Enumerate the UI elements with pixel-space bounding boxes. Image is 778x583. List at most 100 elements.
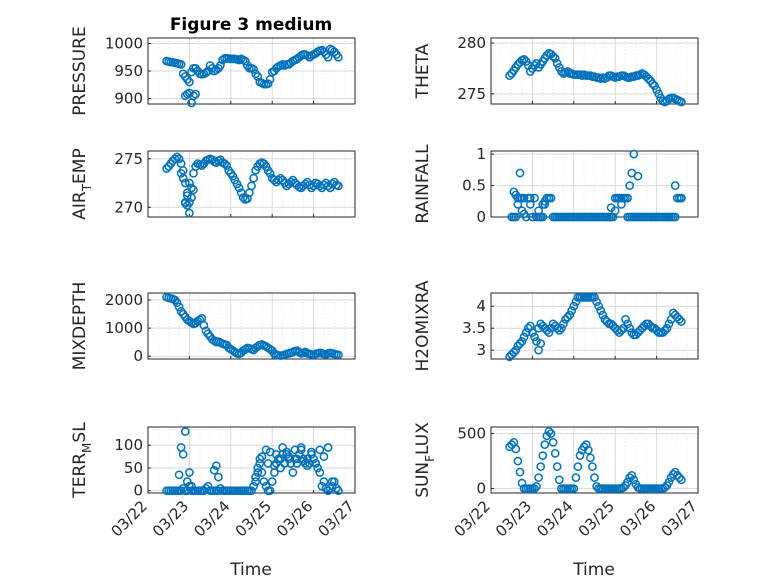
data-point — [557, 323, 566, 333]
data-point — [216, 61, 225, 70]
data-point — [594, 301, 603, 311]
ytick-label: 1000 — [105, 35, 143, 53]
ylabel-main: SUN — [413, 462, 433, 498]
subplot-air-temp: 270 275 AIRTEMP — [70, 148, 356, 220]
data-point — [648, 79, 657, 89]
ytick-label: 950 — [114, 62, 143, 80]
data-point — [334, 52, 343, 62]
data-point — [323, 52, 333, 62]
data-point — [583, 445, 593, 455]
data-point — [172, 298, 182, 308]
data-point — [247, 486, 256, 496]
ylabel-main: RAINFALL — [413, 144, 433, 224]
data-point — [544, 427, 554, 436]
data-point — [548, 438, 558, 447]
data-point — [546, 323, 556, 333]
data-point — [174, 154, 184, 164]
ytick-label: 500 — [457, 425, 486, 443]
ytick-label: 1000 — [105, 319, 143, 337]
ylabel: H2OMIXRA — [413, 280, 433, 371]
data-point — [259, 477, 269, 486]
data-point — [315, 468, 325, 477]
data-point — [588, 462, 597, 471]
data-point — [311, 459, 321, 468]
data-point — [530, 193, 539, 203]
data-point — [590, 473, 599, 482]
data-point — [334, 181, 343, 191]
data-point — [222, 161, 232, 170]
data-point — [536, 462, 546, 471]
data-point — [170, 154, 180, 164]
data-point — [519, 332, 529, 342]
data-point — [249, 481, 258, 491]
data-point — [265, 486, 275, 496]
data-point — [536, 212, 546, 222]
data-point — [617, 326, 626, 335]
data-point — [319, 452, 329, 461]
ylabel-subscript: F — [423, 455, 437, 462]
data-point — [650, 81, 659, 91]
data-point — [209, 465, 219, 475]
data-point — [567, 306, 577, 315]
data-point — [253, 72, 263, 81]
data-point — [677, 317, 686, 326]
data-point — [530, 484, 539, 493]
data-point — [182, 191, 192, 200]
subplot-theta: 275 280 THETA — [413, 34, 699, 107]
data-point — [199, 320, 209, 330]
data-point — [189, 486, 198, 496]
data-point — [332, 484, 341, 493]
axes-box — [147, 292, 356, 360]
data-point — [247, 181, 256, 191]
data-point — [211, 461, 221, 471]
data-point — [201, 68, 211, 78]
data-point — [236, 188, 246, 198]
data-point — [307, 447, 316, 457]
data-point — [214, 486, 223, 496]
data-point — [552, 462, 562, 471]
data-point — [586, 453, 595, 463]
data-point — [528, 212, 537, 222]
axes-box — [147, 150, 356, 218]
ylabel: MIXDEPTH — [70, 282, 90, 371]
data-point — [509, 348, 519, 357]
data-point — [197, 161, 207, 170]
ytick-label: 0 — [476, 480, 486, 498]
data-point — [598, 310, 608, 320]
xlabel-left: Time — [229, 560, 272, 580]
data-point — [296, 443, 306, 452]
ytick-label: 2000 — [105, 291, 143, 309]
ylabel: RAINFALL — [413, 144, 433, 224]
data-point — [187, 193, 196, 202]
data-point — [581, 440, 591, 449]
ytick-label: 270 — [114, 198, 143, 216]
ytick-label: 100 — [114, 436, 143, 454]
data-point — [536, 339, 546, 348]
ytick-label: 280 — [457, 34, 486, 52]
data-point — [249, 173, 258, 183]
data-point — [255, 454, 265, 464]
data-point — [627, 471, 637, 480]
data-point — [214, 472, 223, 482]
data-point — [662, 323, 672, 333]
data-point — [596, 306, 606, 315]
data-point — [303, 51, 312, 60]
ylabel-main: THETA — [413, 43, 433, 99]
data-point — [675, 473, 684, 482]
ytick-label: 1 — [476, 145, 486, 163]
data-point — [234, 183, 244, 193]
data-point — [511, 190, 521, 200]
data-point — [554, 475, 564, 485]
data-point — [334, 350, 343, 360]
data-point — [530, 332, 539, 342]
data-point — [530, 61, 539, 70]
data-point — [544, 328, 554, 337]
ylabel: THETA — [413, 43, 433, 99]
data-point — [660, 483, 670, 492]
data-point — [515, 339, 525, 348]
ylabel-main: AIR — [70, 191, 90, 220]
data-point — [664, 477, 674, 487]
data-point — [592, 297, 601, 307]
data-point — [515, 168, 525, 178]
